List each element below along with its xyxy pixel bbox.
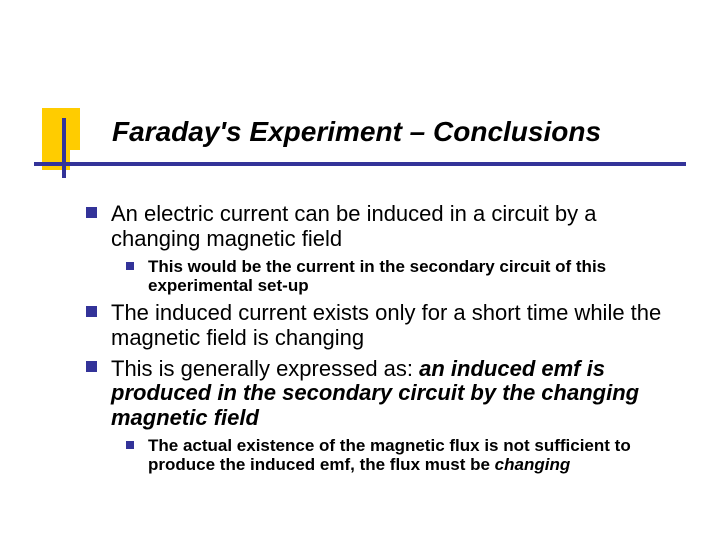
square-bullet-icon: [86, 207, 97, 218]
square-bullet-icon: [126, 262, 134, 270]
decor-yellow-top: [42, 108, 80, 150]
text-run: This is generally expressed as:: [111, 356, 419, 381]
square-bullet-icon: [126, 441, 134, 449]
bullet-level2: The actual existence of the magnetic flu…: [126, 436, 680, 474]
square-bullet-icon: [86, 306, 97, 317]
bullet-text: The actual existence of the magnetic flu…: [148, 436, 680, 474]
bullet-level1: An electric current can be induced in a …: [86, 202, 680, 251]
decor-purple-horizontal: [34, 162, 686, 166]
bullet-text: This is generally expressed as: an induc…: [111, 357, 680, 431]
square-bullet-icon: [86, 361, 97, 372]
bullet-level1: The induced current exists only for a sh…: [86, 301, 680, 350]
slide-body: An electric current can be induced in a …: [72, 202, 680, 481]
bullet-level2: This would be the current in the seconda…: [126, 257, 680, 295]
bullet-text: The induced current exists only for a sh…: [111, 301, 680, 350]
slide-title: Faraday's Experiment – Conclusions: [112, 116, 601, 148]
bullet-level1: This is generally expressed as: an induc…: [86, 357, 680, 431]
slide: Faraday's Experiment – Conclusions An el…: [0, 0, 720, 540]
text-run: changing: [495, 455, 571, 474]
bullet-text: This would be the current in the seconda…: [148, 257, 680, 295]
decor-purple-vertical: [62, 118, 66, 178]
bullet-text: An electric current can be induced in a …: [111, 202, 680, 251]
